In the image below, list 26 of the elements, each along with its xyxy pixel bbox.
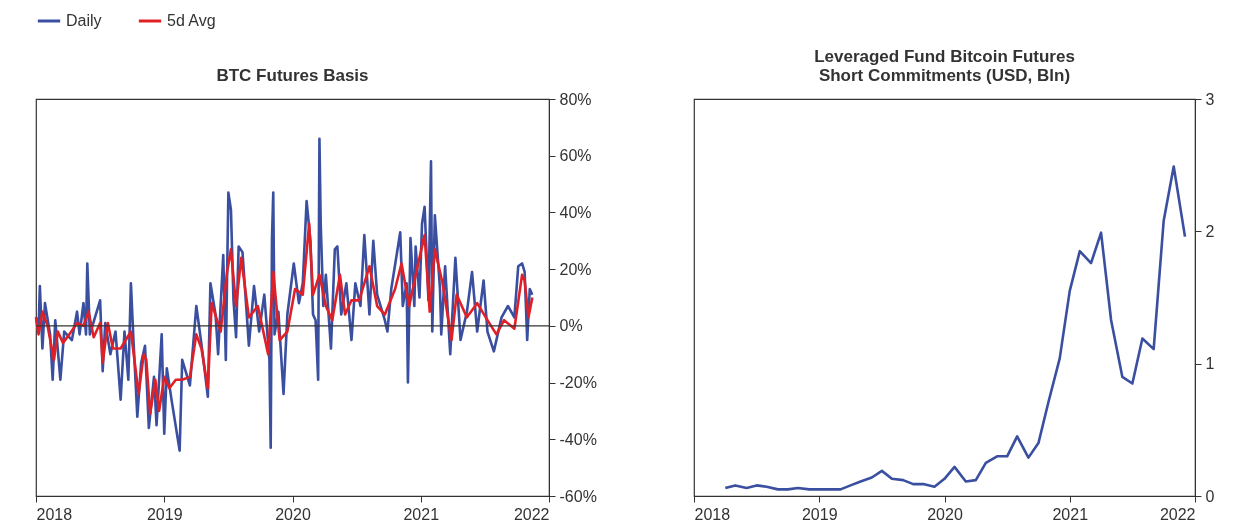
x-tick-label: 2022 [513,505,550,522]
y-tick-label: 2 [1205,222,1215,240]
y-tick-label: -20% [559,374,597,392]
x-tick-label: 2020 [275,505,311,522]
y-tick-label: -60% [559,487,597,505]
chart-title: BTC Futures Basis [216,66,369,85]
y-tick-label: 0% [559,317,583,335]
y-tick-label: 1 [1205,355,1215,373]
y-tick-label: 20% [559,260,592,278]
x-tick-label: 2020 [927,505,963,522]
y-tick-label: 0 [1205,487,1215,505]
y-tick-label: 80% [559,90,592,108]
x-tick-label: 2019 [801,505,838,522]
legend-label: 5d Avg [167,12,216,29]
y-tick-label: 3 [1205,90,1215,108]
y-tick-label: 60% [559,147,592,165]
x-tick-label: 2022 [1159,505,1196,522]
y-tick-label: 40% [559,203,592,221]
x-tick-label: 2021 [403,505,440,522]
y-tick-label: -40% [559,430,597,448]
x-tick-label: 2018 [36,505,73,522]
x-tick-label: 2021 [1052,505,1089,522]
x-tick-label: 2019 [146,505,183,522]
x-tick-label: 2018 [694,505,731,522]
legend-label: Daily [66,12,102,29]
chart-title: Leveraged Fund Bitcoin Futures Short Commitments (USD, Bln) [814,47,1075,85]
